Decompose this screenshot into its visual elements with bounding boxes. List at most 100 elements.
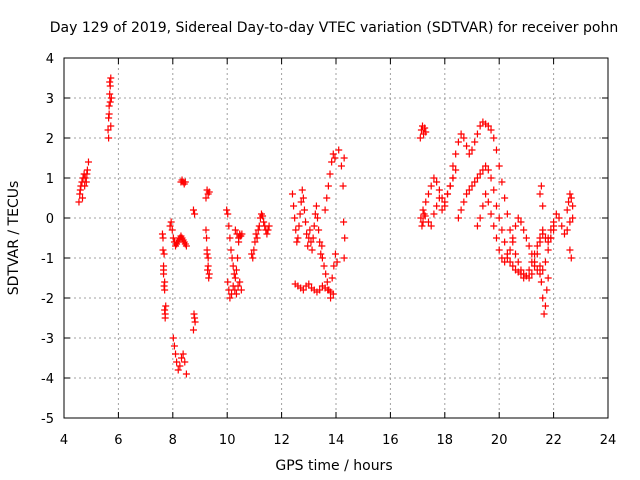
data-point: [326, 170, 334, 178]
data-point: [308, 246, 316, 254]
y-axis-label: SDTVAR / TECUs: [6, 181, 22, 296]
data-point: [418, 222, 426, 230]
data-point: [189, 206, 197, 214]
data-point: [251, 238, 259, 246]
data-point: [229, 262, 237, 270]
data-point: [416, 134, 424, 142]
data-point: [310, 222, 318, 230]
data-point: [232, 266, 240, 274]
data-point: [299, 194, 307, 202]
data-point: [536, 262, 544, 270]
y-tick-label: -3: [41, 332, 54, 347]
data-point: [191, 210, 199, 218]
data-point: [340, 218, 348, 226]
data-point: [454, 138, 462, 146]
data-point: [315, 226, 323, 234]
data-point: [479, 202, 487, 210]
data-point: [106, 98, 114, 106]
data-point: [544, 246, 552, 254]
data-point: [329, 150, 337, 158]
data-point: [339, 182, 347, 190]
x-tick-label: 18: [437, 433, 454, 448]
data-point: [170, 342, 178, 350]
data-point: [298, 186, 306, 194]
data-point: [293, 238, 301, 246]
data-point: [473, 222, 481, 230]
data-point: [550, 218, 558, 226]
data-point: [419, 206, 427, 214]
data-point: [487, 174, 495, 182]
data-point: [295, 222, 303, 230]
data-point: [476, 122, 484, 130]
x-tick-label: 24: [600, 433, 617, 448]
data-point: [181, 178, 189, 186]
data-point: [162, 302, 170, 310]
data-point: [487, 126, 495, 134]
data-point: [234, 282, 242, 290]
data-point: [182, 370, 190, 378]
data-point: [83, 170, 91, 178]
data-point: [460, 134, 468, 142]
data-point: [203, 250, 211, 258]
data-point: [454, 214, 462, 222]
data-point: [555, 214, 563, 222]
data-point: [512, 222, 520, 230]
data-point: [250, 246, 258, 254]
data-point: [178, 354, 186, 362]
data-point: [558, 222, 566, 230]
data-point: [161, 286, 169, 294]
data-point: [460, 198, 468, 206]
data-point: [433, 178, 441, 186]
data-point: [563, 226, 571, 234]
data-point: [463, 190, 471, 198]
data-point: [427, 182, 435, 190]
data-point: [490, 186, 498, 194]
data-point: [232, 290, 240, 298]
data-point: [506, 246, 514, 254]
data-point: [560, 230, 568, 238]
data-point: [539, 202, 547, 210]
data-point: [541, 258, 549, 266]
x-tick-label: 4: [60, 433, 68, 448]
data-point: [449, 162, 457, 170]
data-point: [323, 278, 331, 286]
data-point: [465, 186, 473, 194]
data-point: [522, 272, 530, 280]
data-point: [204, 262, 212, 270]
data-point: [340, 254, 348, 262]
x-tick-label: 14: [328, 433, 345, 448]
data-point: [495, 246, 503, 254]
data-point: [237, 286, 245, 294]
data-point: [503, 254, 511, 262]
axis-ticks: [63, 57, 609, 419]
data-point: [167, 218, 175, 226]
data-point: [169, 334, 177, 342]
data-point: [566, 246, 574, 254]
data-point: [225, 222, 233, 230]
data-point: [234, 254, 242, 262]
data-point: [495, 214, 503, 222]
data-point: [312, 202, 320, 210]
data-point: [438, 206, 446, 214]
data-point: [503, 210, 511, 218]
data-point: [566, 218, 574, 226]
grid: [64, 58, 608, 418]
data-point: [225, 286, 233, 294]
x-tick-label: 10: [219, 433, 236, 448]
data-point: [506, 226, 514, 234]
data-point: [330, 262, 338, 270]
data-point: [341, 234, 349, 242]
data-point: [512, 250, 520, 258]
data-point: [84, 158, 92, 166]
data-point: [76, 186, 84, 194]
data-point: [236, 278, 244, 286]
data-point: [318, 242, 326, 250]
data-point: [484, 198, 492, 206]
data-point: [205, 270, 213, 278]
data-point: [322, 270, 330, 278]
data-point: [441, 198, 449, 206]
data-point: [159, 234, 167, 242]
data-point: [327, 294, 335, 302]
data-point: [501, 258, 509, 266]
